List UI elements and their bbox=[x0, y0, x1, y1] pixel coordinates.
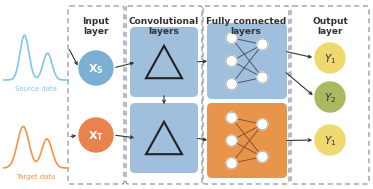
FancyBboxPatch shape bbox=[207, 23, 287, 99]
Text: $\mathbf{X}_\mathbf{S}$: $\mathbf{X}_\mathbf{S}$ bbox=[88, 62, 104, 76]
Text: $\mathbf{X}_\mathbf{T}$: $\mathbf{X}_\mathbf{T}$ bbox=[88, 129, 104, 143]
Circle shape bbox=[257, 119, 268, 130]
Text: $Y_2$: $Y_2$ bbox=[324, 91, 336, 105]
Circle shape bbox=[315, 125, 345, 155]
Text: Convolutional
layers: Convolutional layers bbox=[129, 17, 199, 36]
Text: Source data: Source data bbox=[15, 86, 57, 92]
Circle shape bbox=[226, 112, 237, 123]
Text: Target data: Target data bbox=[16, 174, 56, 180]
Circle shape bbox=[226, 79, 237, 90]
FancyBboxPatch shape bbox=[130, 27, 198, 97]
Circle shape bbox=[315, 43, 345, 73]
Text: Input
layer: Input layer bbox=[82, 17, 110, 36]
Text: $Y_1$: $Y_1$ bbox=[324, 134, 336, 148]
Circle shape bbox=[257, 151, 268, 162]
Text: Fully connected
layers: Fully connected layers bbox=[206, 17, 286, 36]
Circle shape bbox=[79, 118, 113, 152]
Circle shape bbox=[257, 72, 268, 83]
Text: $Y_1$: $Y_1$ bbox=[324, 52, 336, 66]
FancyBboxPatch shape bbox=[130, 103, 198, 173]
Circle shape bbox=[226, 32, 237, 43]
FancyBboxPatch shape bbox=[207, 103, 287, 178]
Circle shape bbox=[79, 51, 113, 85]
Circle shape bbox=[257, 39, 268, 50]
Circle shape bbox=[226, 135, 237, 146]
Circle shape bbox=[226, 56, 237, 67]
Circle shape bbox=[315, 82, 345, 112]
Text: Output
layer: Output layer bbox=[312, 17, 348, 36]
Circle shape bbox=[226, 158, 237, 169]
